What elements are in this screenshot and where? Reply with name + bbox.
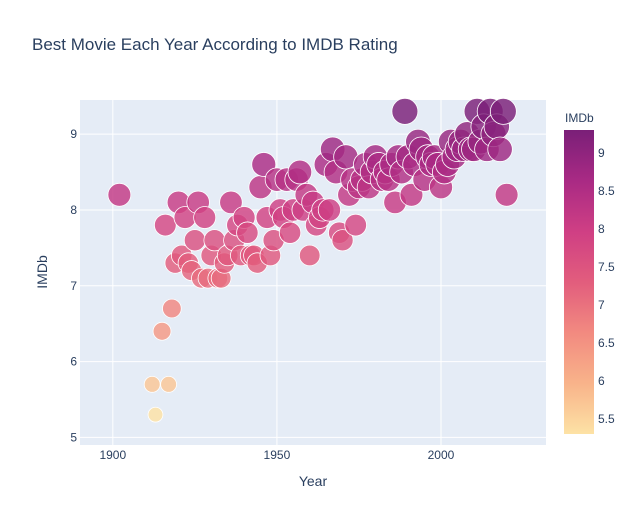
y-axis-ticks: 5 6 7 8 9 xyxy=(70,127,77,444)
data-point xyxy=(287,159,313,185)
data-point xyxy=(107,182,132,207)
y-axis-title: IMDb xyxy=(34,255,50,289)
y-tick-label: 6 xyxy=(70,355,77,369)
y-tick-label: 7 xyxy=(70,279,77,293)
data-point xyxy=(298,244,321,267)
data-point xyxy=(391,97,419,125)
data-point xyxy=(143,375,161,393)
colorbar-tick-label: 9 xyxy=(598,146,605,160)
data-point xyxy=(183,229,206,252)
scatter-points xyxy=(107,97,519,423)
colorbar-tick-label: 5.5 xyxy=(598,412,615,426)
data-point xyxy=(219,190,243,215)
data-point xyxy=(147,406,164,423)
y-tick-label: 9 xyxy=(70,127,77,141)
data-point xyxy=(494,182,519,207)
colorbar-tick-label: 8 xyxy=(598,222,605,236)
data-point xyxy=(193,206,217,229)
data-point xyxy=(160,375,177,393)
colorbar-tick-label: 6 xyxy=(598,374,605,388)
x-tick-label: 1900 xyxy=(99,448,126,462)
data-point xyxy=(278,221,302,244)
data-point xyxy=(489,97,517,125)
data-point xyxy=(162,298,182,319)
x-tick-label: 1950 xyxy=(264,448,291,462)
colorbar xyxy=(564,130,594,434)
colorbar-title: IMDb xyxy=(565,111,594,125)
colorbar-tick-label: 7 xyxy=(598,298,605,312)
chart-title: Best Movie Each Year According to IMDB R… xyxy=(32,35,398,54)
colorbar-tick-label: 8.5 xyxy=(598,184,615,198)
data-point xyxy=(154,213,177,237)
y-tick-label: 8 xyxy=(70,203,77,217)
colorbar-tick-label: 6.5 xyxy=(598,336,615,350)
data-point xyxy=(487,136,513,162)
x-axis-ticks: 1900 1950 2000 xyxy=(99,448,454,462)
data-point xyxy=(152,321,172,341)
data-point xyxy=(236,221,259,244)
colorbar-ticks: 5.5 6 6.5 7 7.5 8 8.5 9 xyxy=(598,146,615,426)
data-point xyxy=(317,198,341,222)
data-point xyxy=(331,229,354,252)
x-axis-title: Year xyxy=(299,473,328,489)
y-tick-label: 5 xyxy=(70,430,77,444)
colorbar-tick-label: 7.5 xyxy=(598,260,615,274)
x-tick-label: 2000 xyxy=(428,448,455,462)
data-point xyxy=(344,213,367,237)
